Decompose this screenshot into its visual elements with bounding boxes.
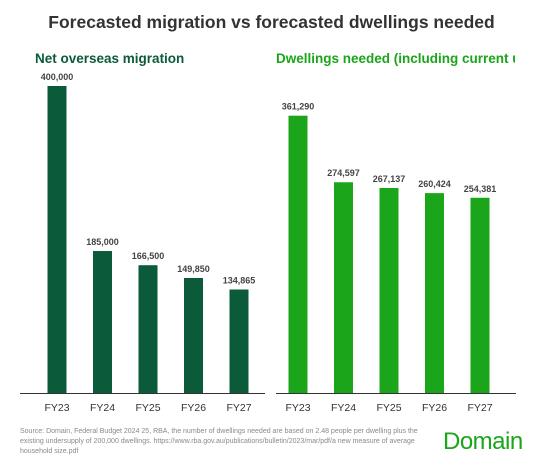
left-tick-fy23: FY23 — [44, 402, 69, 414]
right-bar-label-fy27: 254,381 — [464, 184, 497, 194]
left-bar-fy24 — [93, 251, 112, 393]
domain-logo: Domain — [443, 428, 523, 455]
source-note: Source: Domain, Federal Budget 2024 25, … — [20, 428, 418, 455]
left-bar-label-fy26: 149,850 — [177, 264, 210, 274]
right-bar-fy24 — [334, 182, 353, 393]
page-title: Forecasted migration vs forecasted dwell… — [48, 12, 495, 32]
left-chart-title: Net overseas migration — [35, 51, 185, 66]
right-bar-label-fy26: 260,424 — [418, 179, 451, 189]
right-tick-fy27: FY27 — [467, 402, 492, 414]
right-bar-label-fy23: 361,290 — [282, 102, 315, 112]
left-bar-label-fy25: 166,500 — [132, 251, 165, 261]
left-bar-fy26 — [184, 277, 203, 393]
left-tick-fy25: FY25 — [135, 402, 160, 414]
left-bar-label-fy24: 185,000 — [86, 237, 119, 247]
left-bar-label-fy27: 134,865 — [223, 275, 256, 285]
right-bar-fy25 — [379, 187, 399, 393]
left-tick-fy24: FY24 — [90, 402, 115, 414]
right-tick-fy25: FY25 — [376, 402, 401, 414]
right-bar-label-fy25: 267,137 — [373, 174, 406, 184]
right-chart-title: Dwellings needed (including current u — [276, 51, 515, 66]
left-tick-fy26: FY26 — [181, 402, 206, 414]
right-bar-label-fy24: 274,597 — [327, 168, 360, 178]
left-tick-fy27: FY27 — [226, 402, 251, 414]
right-bar-fy27 — [470, 197, 490, 393]
left-bar-fy23 — [47, 86, 67, 393]
right-tick-fy24: FY24 — [331, 402, 356, 414]
left-bar-label-fy23: 400,000 — [41, 72, 74, 82]
right-bar-fy26 — [425, 193, 444, 393]
right-tick-fy26: FY26 — [422, 402, 447, 414]
left-bar-fy27 — [229, 289, 249, 393]
right-tick-fy23: FY23 — [285, 402, 310, 414]
left-bar-fy25 — [138, 265, 158, 393]
right-bar-fy23 — [288, 115, 308, 393]
